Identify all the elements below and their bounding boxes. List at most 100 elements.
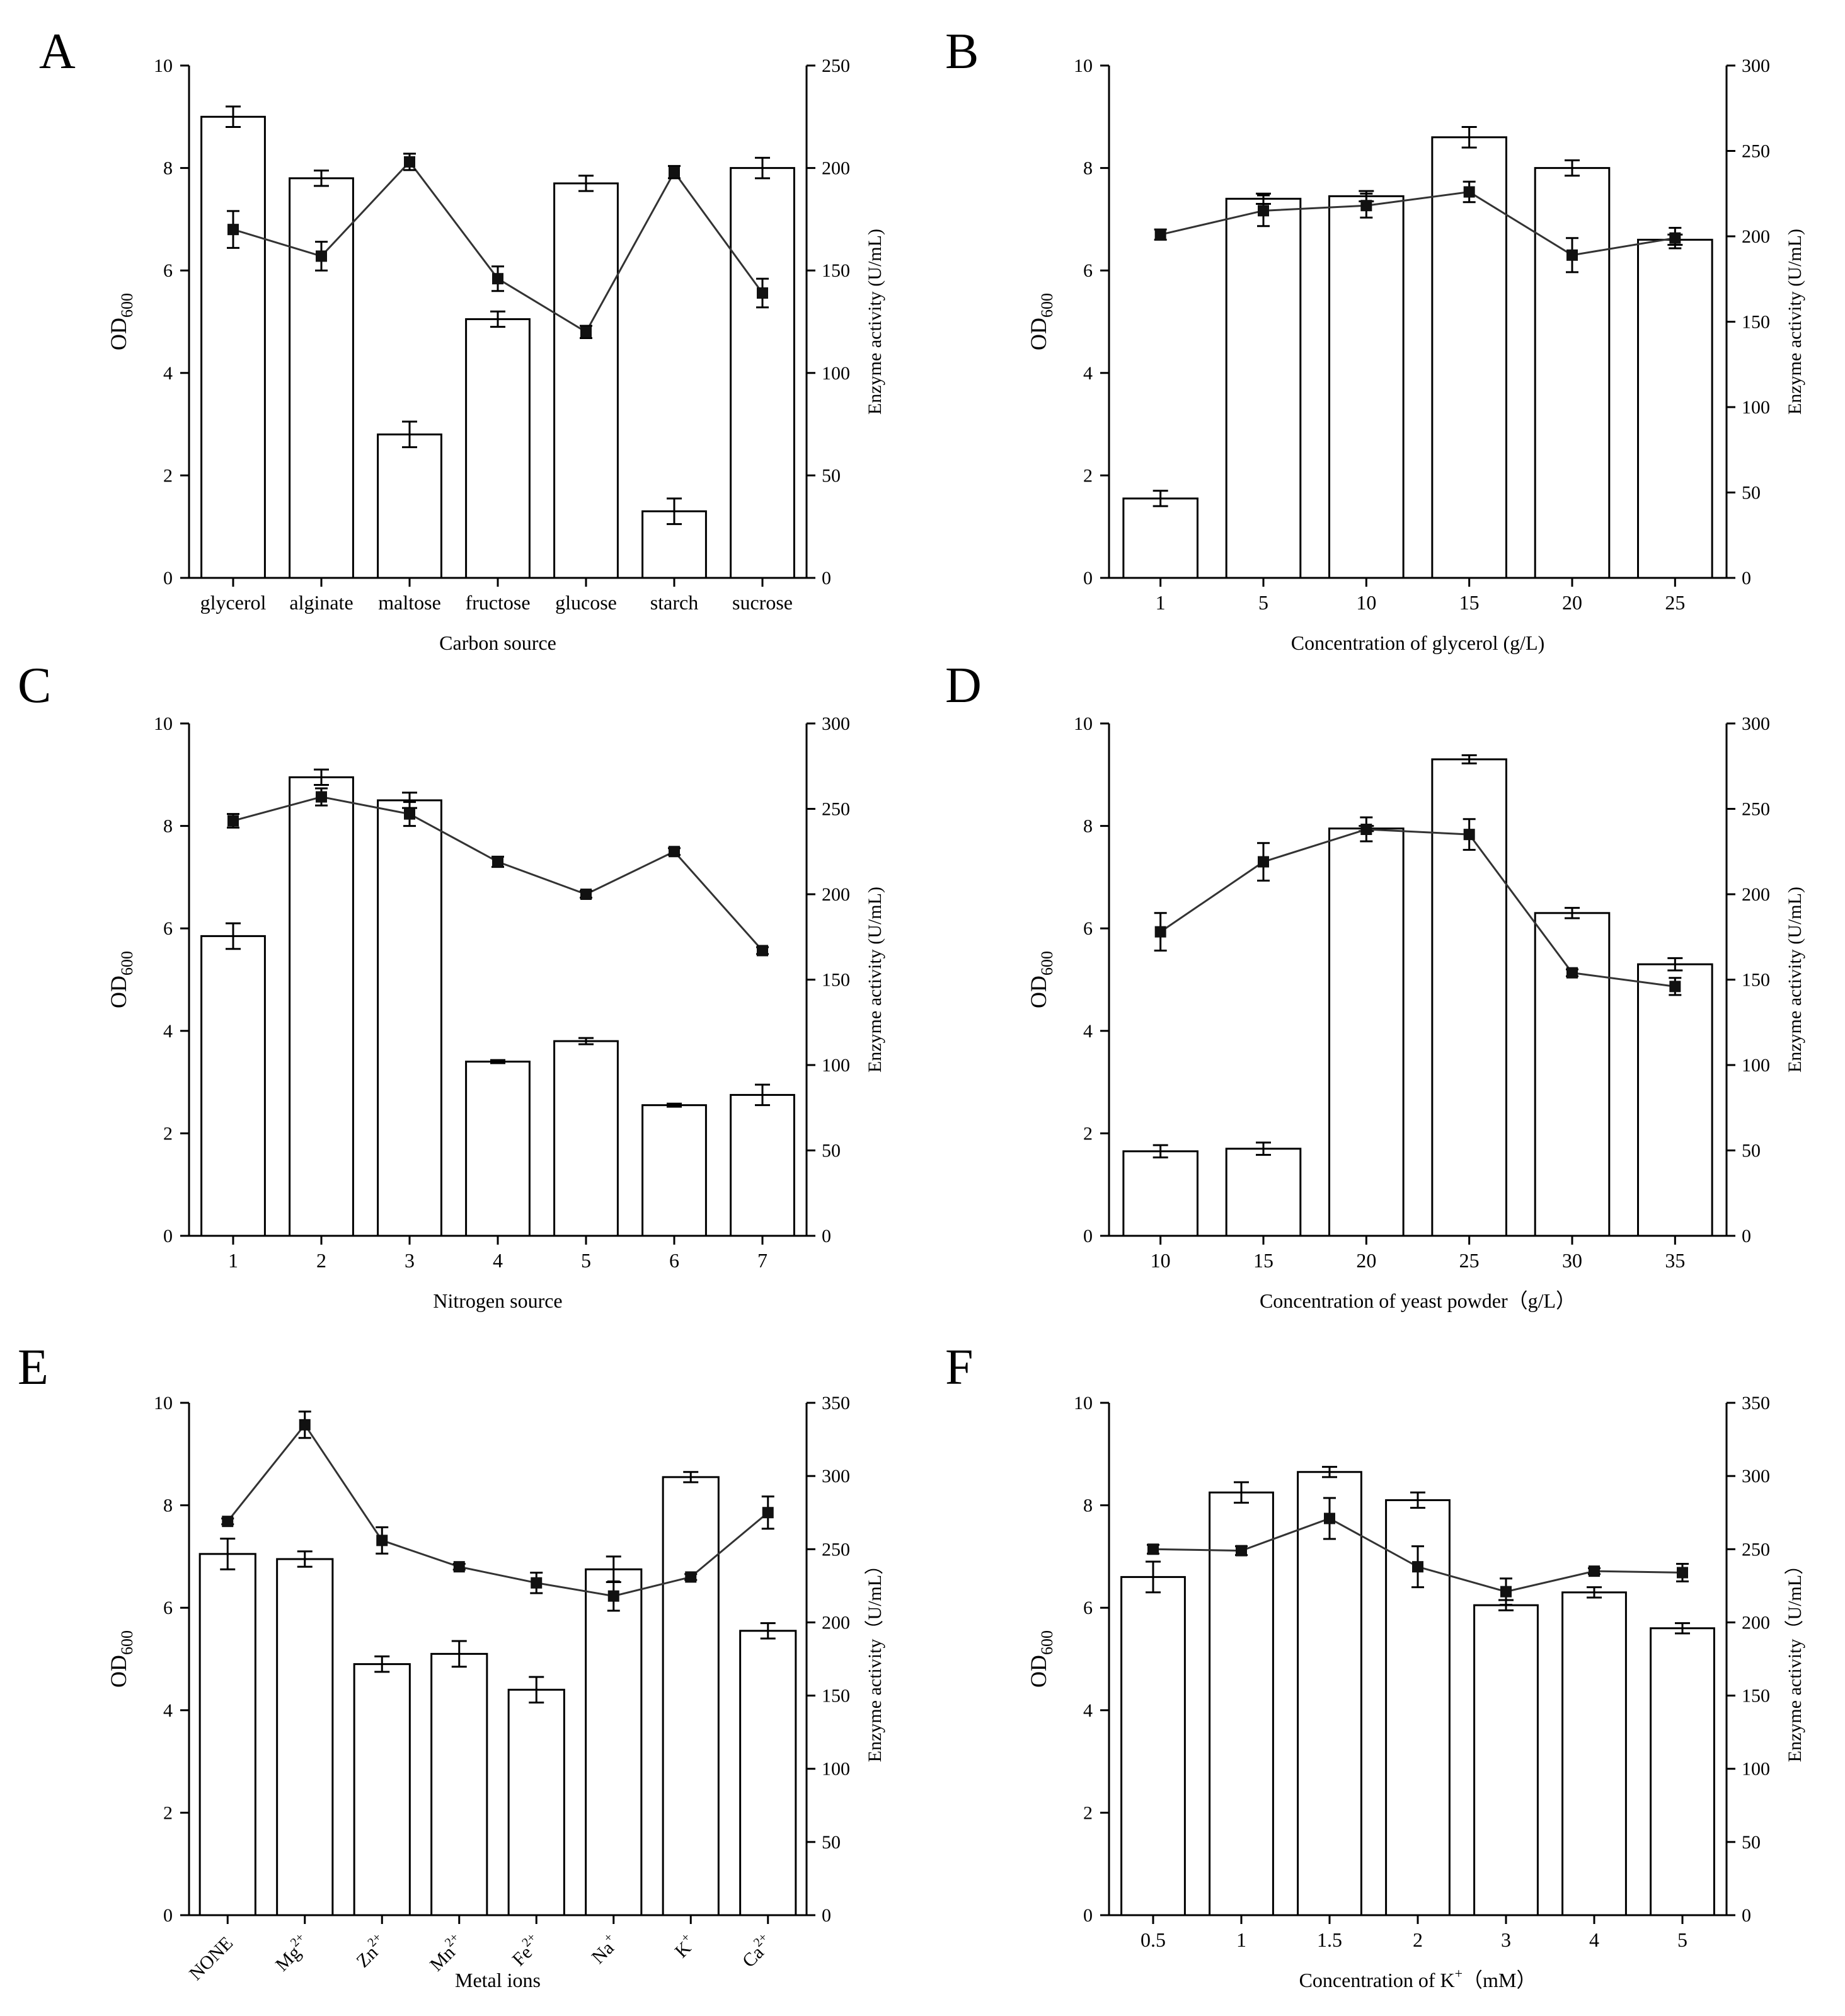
x-tick-label: 6 xyxy=(669,1249,679,1272)
od600-bar xyxy=(200,115,266,579)
y-right-tick-label: 150 xyxy=(1742,1686,1770,1707)
od600-error-bar xyxy=(667,497,682,526)
od600-error-bar xyxy=(760,1622,776,1640)
x-tick-label: Na+ xyxy=(585,1930,623,1968)
enzyme-activity-point xyxy=(1500,1586,1512,1598)
y-axis-right-label: Enzyme activity (U/mL) xyxy=(1785,887,1805,1073)
y-right-tick-label: 300 xyxy=(1742,55,1770,76)
x-axis-label: Concentration of glycerol (g/L) xyxy=(1291,631,1545,654)
od600-bar xyxy=(1637,238,1713,579)
y-left-tick-label: 2 xyxy=(1083,1123,1093,1144)
od600-bar xyxy=(1122,497,1198,579)
od600-bar xyxy=(1209,1491,1274,1916)
enzyme-activity-point xyxy=(453,1561,465,1573)
y-left-tick-label: 10 xyxy=(1074,55,1093,76)
x-tick-label: 25 xyxy=(1665,591,1685,614)
y-right-tick-label: 100 xyxy=(1742,397,1770,418)
x-tick-label: glucose xyxy=(555,591,617,614)
panel-label: A xyxy=(39,24,76,79)
y-left-tick-label: 10 xyxy=(154,55,173,76)
enzyme-activity-point xyxy=(404,808,415,820)
y-right-tick-label: 0 xyxy=(822,1905,831,1926)
y-right-tick-label: 50 xyxy=(822,1141,841,1161)
x-tick-label: starch xyxy=(650,591,698,614)
enzyme-activity-point xyxy=(669,846,680,858)
enzyme-activity-point xyxy=(492,856,503,868)
y-right-tick-label: 150 xyxy=(822,1686,850,1707)
od600-error-bar xyxy=(578,1037,594,1045)
y-left-tick-label: 4 xyxy=(163,363,173,384)
y-left-tick-label: 10 xyxy=(154,1393,173,1414)
y-right-tick-label: 250 xyxy=(822,799,850,820)
y-left-tick-label: 8 xyxy=(1083,1495,1093,1516)
y-left-tick-label: 10 xyxy=(1074,1393,1093,1414)
x-tick-label: sucrose xyxy=(732,591,793,614)
od600-bar xyxy=(1650,1627,1715,1916)
enzyme-activity-point xyxy=(1589,1565,1600,1577)
panel-label: F xyxy=(945,1340,974,1395)
y-right-tick-label: 150 xyxy=(822,970,850,991)
enzyme-activity-point xyxy=(1669,232,1681,244)
od600-bar xyxy=(289,177,354,579)
y-axis-left-label: OD600 xyxy=(1026,1630,1056,1688)
x-axis-label: Concentration of K+（mM） xyxy=(1299,1966,1537,1991)
y-right-tick-label: 350 xyxy=(1742,1393,1770,1414)
x-tick-label: 10 xyxy=(1356,591,1376,614)
y-left-tick-label: 6 xyxy=(1083,260,1093,281)
od600-bar xyxy=(739,1630,797,1916)
od600-bar xyxy=(507,1688,565,1916)
enzyme-activity-point xyxy=(1154,926,1166,938)
od600-error-bar xyxy=(490,1059,505,1064)
enzyme-activity-point xyxy=(227,224,239,236)
y-right-tick-label: 0 xyxy=(1742,1226,1751,1247)
od600-error-bar xyxy=(1565,159,1580,177)
enzyme-activity-point xyxy=(1258,205,1269,217)
y-axis-left-label: OD600 xyxy=(1026,951,1056,1008)
od600-bar xyxy=(1561,1591,1627,1916)
y-right-tick-label: 100 xyxy=(1742,1055,1770,1076)
y-left-tick-label: 0 xyxy=(163,1226,173,1247)
od600-error-bar xyxy=(1256,1141,1271,1156)
y-left-tick-label: 0 xyxy=(1083,568,1093,589)
od600-error-bar xyxy=(490,310,505,328)
od600-bar xyxy=(1225,1148,1302,1237)
enzyme-activity-point xyxy=(685,1571,697,1583)
od600-bar xyxy=(1122,1150,1198,1237)
x-tick-label: 5 xyxy=(581,1249,591,1272)
y-left-tick-label: 10 xyxy=(1074,713,1093,734)
od600-bar xyxy=(1534,912,1611,1237)
od600-bar xyxy=(289,776,354,1237)
x-tick-label: 4 xyxy=(493,1249,503,1272)
y-left-tick-label: 0 xyxy=(1083,1905,1093,1926)
x-tick-label: 35 xyxy=(1665,1249,1685,1272)
od600-bar xyxy=(553,182,619,579)
enzyme-activity-point xyxy=(1463,829,1475,841)
y-right-tick-label: 50 xyxy=(1742,483,1761,504)
od600-bar xyxy=(465,318,531,579)
od600-error-bar xyxy=(1461,126,1477,149)
y-left-tick-label: 0 xyxy=(1083,1226,1093,1247)
enzyme-activity-point xyxy=(580,326,592,338)
od600-bar xyxy=(1637,963,1713,1237)
enzyme-activity-point xyxy=(492,273,503,285)
od600-error-bar xyxy=(1565,907,1580,919)
x-tick-label: Ca2+ xyxy=(736,1930,777,1971)
x-tick-label: Mg2+ xyxy=(269,1930,314,1975)
y-axis-right-label: Enzyme activity (U/mL) xyxy=(865,229,885,415)
od600-bar xyxy=(1225,197,1302,579)
x-tick-label: 1 xyxy=(1236,1928,1246,1951)
y-right-tick-label: 100 xyxy=(1742,1759,1770,1780)
od600-error-bar xyxy=(297,1550,313,1568)
od600-bar xyxy=(353,1663,411,1916)
enzyme-activity-point xyxy=(1324,1512,1335,1524)
enzyme-activity-point xyxy=(669,166,680,178)
y-right-tick-label: 300 xyxy=(822,713,850,734)
enzyme-activity-point xyxy=(1412,1561,1423,1573)
x-tick-label: glycerol xyxy=(200,591,267,614)
y-axis-left-label: OD600 xyxy=(106,951,136,1008)
y-axis-left-label: OD600 xyxy=(1026,293,1056,350)
x-tick-label: 1 xyxy=(228,1249,238,1272)
x-axis-label: Metal ions xyxy=(455,1969,541,1991)
